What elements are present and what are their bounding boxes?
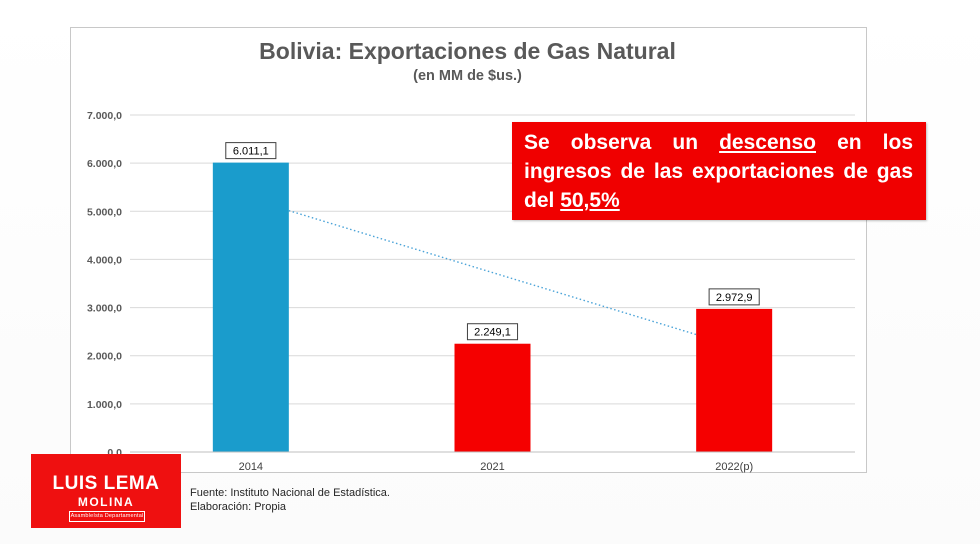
bar xyxy=(212,162,289,453)
callout-text-part1: Se observa un xyxy=(524,131,720,154)
y-tick-label: 3.000,0 xyxy=(87,303,122,315)
y-tick-label: 1.000,0 xyxy=(87,399,122,411)
chart-subtitle: (en MM de $us.) xyxy=(413,68,522,84)
callout-text-part2: en los ingresos de las exportaciones de … xyxy=(524,131,913,212)
logo-name: LUIS LEMA xyxy=(52,473,160,494)
logo: LUIS LEMA MOLINA Asambleísta Departament… xyxy=(31,454,181,528)
y-tick-label: 5.000,0 xyxy=(87,206,122,218)
data-label-box xyxy=(466,323,519,341)
axes: 0,01.000,02.000,03.000,04.000,05.000,06.… xyxy=(87,110,855,473)
source-line: Fuente: Instituto Nacional de Estadístic… xyxy=(190,487,390,499)
bar xyxy=(696,308,773,452)
callout-box: Se observa un descenso en los ingresos d… xyxy=(512,122,926,220)
chart-title: Bolivia: Exportaciones de Gas Natural xyxy=(259,38,676,64)
x-tick-label: 2021 xyxy=(480,461,504,473)
data-label: 2.972,9 xyxy=(716,292,753,304)
bars xyxy=(212,162,773,453)
data-label-box xyxy=(225,142,277,160)
trendline xyxy=(288,209,731,346)
data-labels: 6.011,1 2.249,1 2.972,9 xyxy=(225,142,760,341)
callout-highlight-percent: 50,5% xyxy=(560,189,620,212)
y-tick-label: 2.000,0 xyxy=(87,351,122,363)
logo-role: Asambleísta Departamental xyxy=(69,511,145,522)
x-tick-label: 2022(p) xyxy=(715,461,753,473)
source-note: Fuente: Instituto Nacional de Estadístic… xyxy=(190,486,390,514)
data-label-box xyxy=(708,288,760,306)
y-tick-label: 6.000,0 xyxy=(87,158,122,170)
trendline-layer xyxy=(288,209,731,346)
y-tick-label: 7.000,0 xyxy=(87,110,122,122)
data-label: 2.249,1 xyxy=(474,327,511,339)
x-tick-label: 2014 xyxy=(239,461,263,473)
bar xyxy=(454,343,531,452)
logo-surname: MOLINA xyxy=(77,495,135,509)
y-tick-label: 4.000,0 xyxy=(87,254,122,266)
callout-highlight-descenso: descenso xyxy=(719,131,816,154)
data-label: 6.011,1 xyxy=(233,146,269,158)
credit-line: Elaboración: Propia xyxy=(190,501,287,513)
